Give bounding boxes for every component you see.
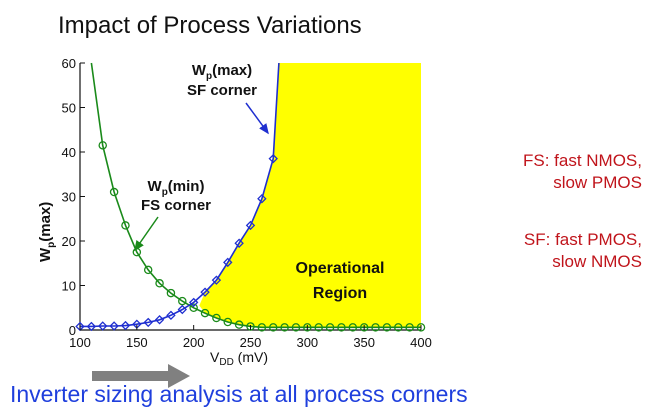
data-point-fs (246, 322, 255, 331)
data-point-fs (416, 323, 426, 332)
fs-corner-note: FS: fast NMOS, slow PMOS (523, 150, 642, 194)
y-tick-label: 0 (69, 323, 76, 338)
data-point-fs (291, 323, 301, 332)
data-point-sf (268, 153, 278, 164)
data-point-sf (143, 317, 153, 328)
x-axis-label: VDD (mV) (210, 349, 268, 368)
fs-note-line1: FS: fast NMOS, (522, 151, 642, 170)
data-point-fs (155, 279, 164, 288)
x-tick-label: 300 (296, 335, 318, 350)
y-tick-label: 20 (62, 234, 76, 249)
data-point-sf (211, 275, 222, 285)
data-point-sf (98, 321, 108, 331)
y-tick-label: 40 (62, 145, 76, 160)
fs-note-line2: slow PMOS (553, 173, 642, 192)
data-point-fs (394, 323, 403, 332)
series-line-sf (80, 62, 280, 328)
data-point-fs (234, 320, 244, 329)
data-point-fs (223, 317, 233, 327)
sf-corner-note: SF: fast PMOS, slow NMOS (524, 229, 642, 273)
data-point-fs (257, 323, 267, 332)
data-point-sf (257, 194, 267, 204)
sf-annotation-line2: SF corner (187, 82, 257, 99)
data-point-sf (86, 321, 97, 332)
region-label-line1: Operational (296, 260, 385, 277)
data-point-fs (325, 323, 335, 332)
data-point-sf (120, 320, 131, 331)
data-point-sf (166, 310, 176, 321)
y-tick-label: 50 (62, 101, 76, 116)
data-point-fs (200, 308, 210, 318)
data-point-fs (121, 221, 130, 230)
data-point-fs (303, 323, 312, 332)
sf-annotation-arrow (245, 102, 269, 135)
operational-region (199, 63, 421, 328)
x-tick-label: 150 (126, 335, 148, 350)
sf-note-line2: slow NMOS (552, 252, 642, 271)
data-point-fs (359, 323, 369, 332)
fs-annotation-line2: FS corner (141, 197, 211, 214)
data-point-fs (212, 313, 221, 323)
data-point-fs (405, 323, 414, 332)
data-point-fs (178, 296, 187, 306)
x-tick-label: 200 (183, 335, 205, 350)
data-point-sf (177, 304, 188, 315)
sf-note-line1: SF: fast PMOS, (523, 230, 642, 249)
data-point-fs (268, 323, 278, 332)
sf-annotation-line1: Wp(max) (192, 62, 252, 82)
data-point-fs (98, 141, 107, 150)
data-point-fs (166, 288, 176, 298)
region-label-line2: Region (313, 285, 367, 302)
data-point-sf (245, 220, 256, 231)
data-point-fs (314, 323, 323, 332)
progress-arrow-icon (92, 364, 190, 388)
data-point-sf (188, 297, 199, 308)
x-tick-label: 350 (353, 335, 375, 350)
data-point-fs (337, 323, 346, 332)
y-tick-label: 30 (62, 190, 76, 205)
data-point-fs (280, 323, 289, 332)
slide-title: Impact of Process Variations (58, 12, 362, 39)
data-point-fs (348, 323, 358, 332)
data-point-fs (371, 323, 380, 332)
bottom-caption: Inverter sizing analysis at all process … (10, 381, 468, 407)
y-tick-label: 60 (62, 56, 76, 71)
data-point-sf (154, 315, 165, 325)
x-tick-label: 250 (240, 335, 262, 350)
data-point-fs (143, 265, 153, 275)
data-point-sf (234, 238, 244, 248)
fs-annotation-arrow (134, 216, 159, 252)
x-tick-label: 100 (69, 335, 91, 350)
series-fs (90, 62, 426, 332)
data-point-sf (109, 321, 119, 331)
series-sf (75, 62, 280, 332)
data-point-fs (382, 323, 392, 332)
y-tick-label: 10 (62, 279, 76, 294)
fs-annotation-line1: Wp(min) (148, 178, 205, 198)
data-point-fs (189, 303, 198, 312)
x-tick-label: 400 (410, 335, 432, 350)
y-axis-label: Wp(max) (37, 202, 57, 262)
data-point-sf (200, 287, 210, 297)
data-point-sf (223, 257, 233, 268)
data-point-fs (109, 187, 119, 197)
